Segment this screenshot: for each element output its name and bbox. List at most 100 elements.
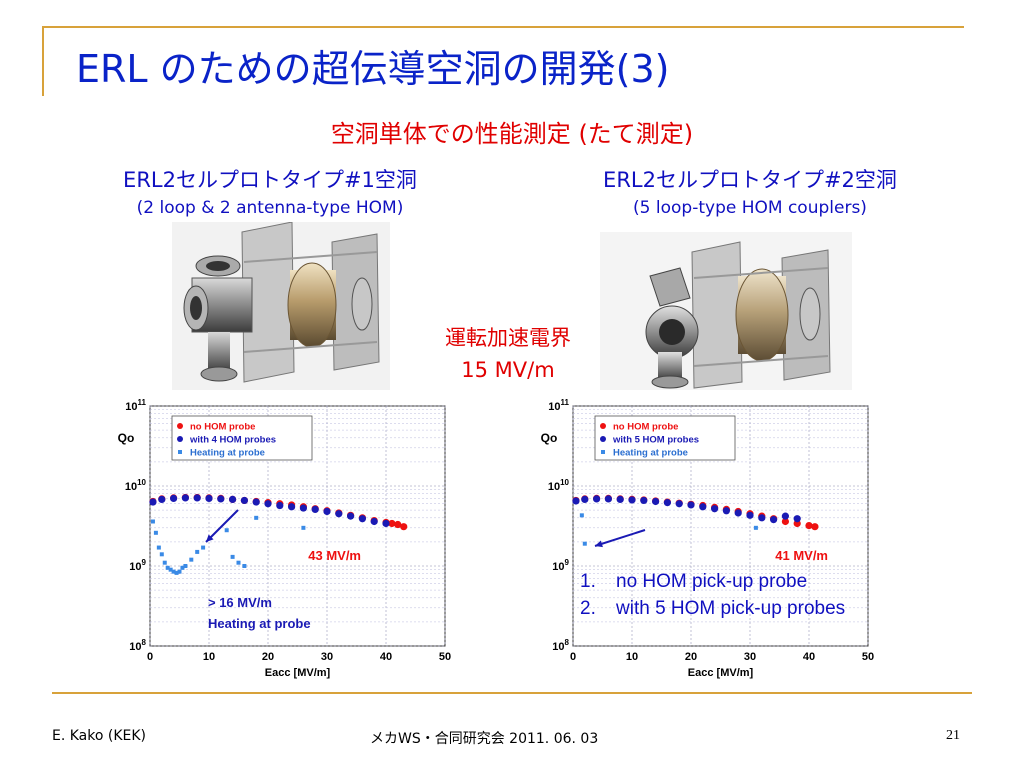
- data-point: [805, 521, 813, 530]
- footer-author: E. Kako (KEK): [52, 728, 147, 744]
- chart-annotation: 41 MV/m: [775, 548, 828, 563]
- chart-annotation: > 16 MV/m: [208, 595, 272, 610]
- operating-field-label: 運転加速電界: [445, 326, 571, 350]
- cavity2-subtitle: (5 loop-type HOM couplers): [633, 198, 867, 218]
- y-tick-label: 1011: [125, 398, 146, 413]
- data-point: [174, 570, 179, 575]
- legend-marker: [600, 423, 606, 429]
- x-tick-label: 0: [570, 651, 576, 663]
- y-tick-label: 108: [129, 638, 146, 653]
- data-point: [781, 512, 789, 520]
- data-point: [675, 500, 683, 508]
- x-tick-label: 50: [439, 651, 451, 663]
- data-point: [189, 557, 194, 562]
- y-tick-label: 1011: [548, 398, 569, 413]
- data-point: [593, 495, 601, 503]
- x-axis-label: Eacc [MV/m]: [265, 667, 331, 679]
- data-point: [400, 523, 408, 531]
- x-axis-label: Eacc [MV/m]: [688, 667, 754, 679]
- x-tick-label: 40: [380, 651, 392, 663]
- data-point: [165, 565, 170, 570]
- data-point: [699, 503, 707, 511]
- data-point: [793, 515, 801, 523]
- y-tick-label: 108: [552, 638, 569, 653]
- data-point: [628, 496, 636, 504]
- note-text: no HOM pick-up probe: [616, 571, 808, 592]
- legend-box: [594, 415, 736, 461]
- data-point: [177, 569, 182, 574]
- data-point: [388, 519, 396, 528]
- note-item: 1. no HOM pick-up probe: [580, 571, 807, 593]
- x-tick-label: 10: [626, 651, 638, 663]
- data-point: [205, 494, 213, 502]
- data-point: [616, 495, 624, 503]
- data-point: [711, 505, 719, 513]
- x-tick-label: 20: [685, 651, 697, 663]
- legend-marker: [178, 450, 182, 454]
- data-point: [746, 511, 754, 519]
- legend-marker: [177, 423, 183, 429]
- legend-box: [171, 415, 313, 461]
- slide-title: ERL のための超伝導空洞の開発(3): [76, 47, 670, 91]
- data-point: [382, 519, 390, 528]
- data-point: [581, 495, 589, 503]
- data-point: [171, 569, 176, 574]
- data-point: [158, 495, 166, 503]
- data-point: [230, 554, 235, 559]
- x-tick-label: 30: [321, 651, 333, 663]
- annotation-arrow-head: [595, 540, 603, 548]
- annotation-arrow: [205, 509, 239, 543]
- y-tick-label: 109: [129, 558, 146, 573]
- data-point: [180, 565, 185, 570]
- data-point: [183, 564, 188, 568]
- data-point: [193, 494, 201, 502]
- note-text: with 5 HOM pick-up probes: [616, 598, 846, 619]
- footer-event: メカWS・合同研究会 2011. 06. 03: [370, 731, 599, 747]
- data-point: [276, 501, 284, 510]
- data-point: [240, 496, 248, 505]
- data-point: [149, 498, 157, 506]
- cavity1-title: ERL2セルプロトタイプ#1空洞: [123, 168, 417, 192]
- data-point: [252, 498, 260, 506]
- data-point: [582, 541, 587, 546]
- y-axis-label: Qo: [118, 431, 135, 445]
- y-tick-label: 1010: [125, 478, 147, 493]
- slide-subtitle: 空洞単体での性能測定 (たて測定): [330, 120, 694, 148]
- data-point: [224, 528, 229, 533]
- data-point: [301, 525, 306, 530]
- data-point: [394, 520, 402, 529]
- annotation-arrow: [594, 529, 646, 547]
- data-point: [335, 510, 343, 518]
- page-number: 21: [946, 728, 960, 743]
- data-point: [311, 505, 319, 513]
- data-point: [811, 523, 819, 531]
- data-point: [195, 549, 200, 554]
- data-point: [758, 514, 766, 522]
- data-point: [236, 560, 241, 565]
- data-point: [168, 567, 173, 572]
- data-point: [347, 512, 355, 520]
- data-point: [572, 497, 580, 505]
- x-tick-label: 30: [744, 651, 756, 663]
- legend-marker: [601, 450, 605, 454]
- chart-annotation: 43 MV/m: [308, 548, 361, 563]
- note-number: 2.: [580, 598, 596, 619]
- data-point: [201, 545, 206, 550]
- data-point: [579, 513, 584, 518]
- note-item: 2. with 5 HOM pick-up probes: [580, 598, 845, 620]
- legend-entry: with 5 HOM probes: [612, 435, 699, 446]
- top-rule: [42, 26, 964, 28]
- y-axis-label: Qo: [541, 431, 558, 445]
- cavity2-photo: [600, 232, 852, 390]
- cavity2-title: ERL2セルプロトタイプ#2空洞: [603, 168, 897, 192]
- data-point: [162, 560, 167, 565]
- x-tick-label: 20: [262, 651, 274, 663]
- legend-entry: no HOM probe: [190, 422, 255, 433]
- data-point: [217, 495, 225, 503]
- bottom-rule: [52, 692, 972, 694]
- cavity1-subtitle: (2 loop & 2 antenna-type HOM): [136, 198, 404, 218]
- data-point: [687, 501, 695, 509]
- data-point: [781, 517, 789, 526]
- data-point: [153, 530, 158, 535]
- x-tick-label: 0: [147, 651, 153, 663]
